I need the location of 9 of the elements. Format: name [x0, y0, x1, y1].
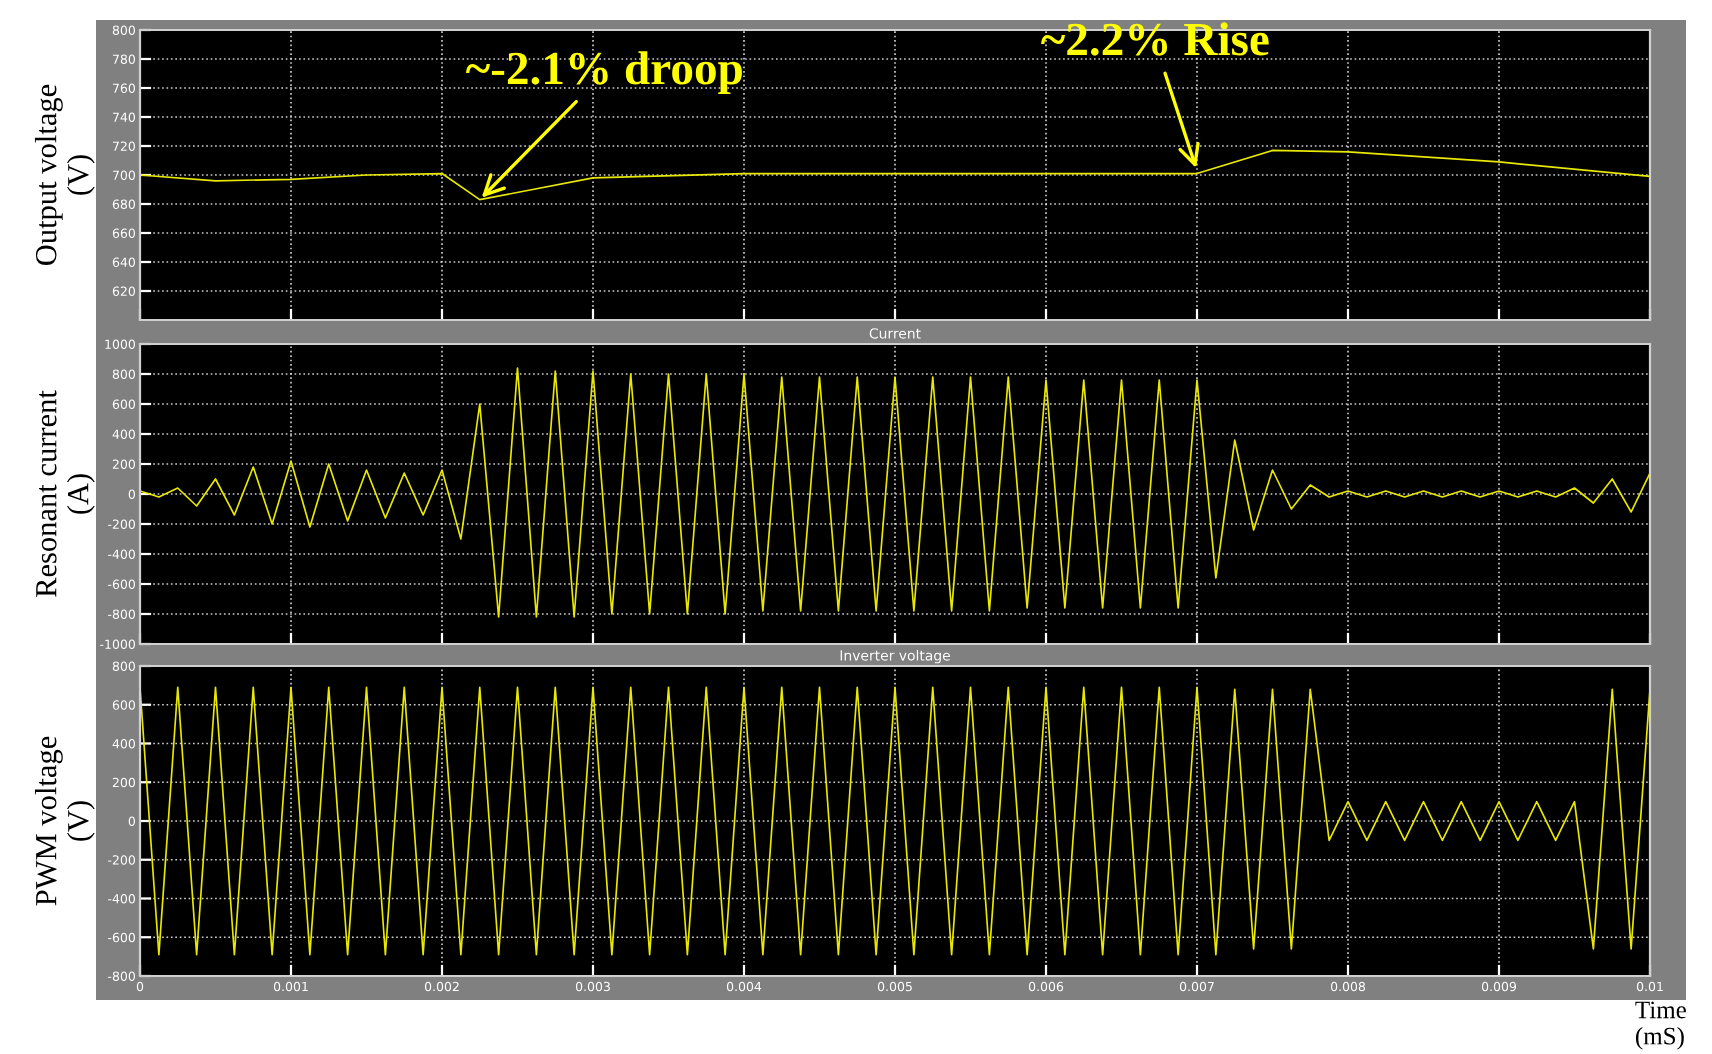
y-axis-title: Output voltage (V): [34, 84, 95, 265]
line-series: [140, 367, 1650, 618]
x-axis-title: Time (mS): [1635, 1001, 1686, 1050]
annotation: ~2.2% Rise: [1041, 22, 1269, 56]
line-series: [140, 686, 1650, 956]
y-axis-title: PWM voltage (V): [34, 736, 95, 906]
annotation: ~-2.1% droop: [466, 51, 742, 95]
line-series: [140, 149, 1650, 201]
y-axis-title: Resonant current (A): [36, 390, 95, 598]
